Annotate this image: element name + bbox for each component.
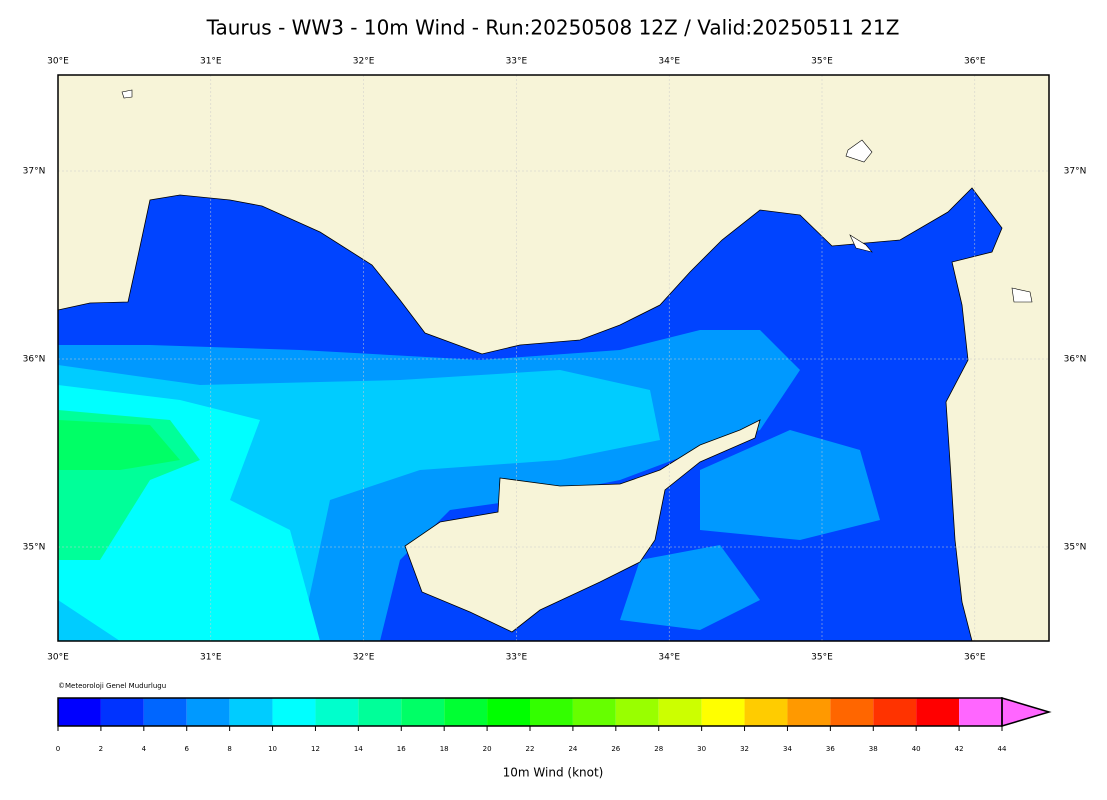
colorbar-tick-label: 30 [697, 745, 706, 753]
colorbar-tick-label: 2 [99, 745, 103, 753]
map-title: Taurus - WW3 - 10m Wind - Run:20250508 1… [206, 16, 900, 40]
colorbar-tick-label: 40 [912, 745, 921, 753]
colorbar-segment [229, 698, 273, 726]
colorbar-tick-label: 8 [227, 745, 231, 753]
lon-label: 33°E [506, 653, 528, 663]
colorbar-segment [143, 698, 187, 726]
colorbar-segment [315, 698, 359, 726]
lon-label: 33°E [506, 57, 528, 67]
lon-label: 30°E [47, 57, 69, 67]
colorbar-tick-label: 26 [611, 745, 620, 753]
colorbar-segment [358, 698, 402, 726]
colorbar-tick-label: 4 [142, 745, 147, 753]
copyright: ©Meteoroloji Genel Mudurlugu [58, 682, 166, 690]
lon-label: 34°E [658, 57, 680, 67]
colorbar-segment [401, 698, 445, 726]
colorbar: 0 2 4 6 8 10 12 14 16 18 20 22 24 26 28 30 32 34 36 38 40 42 4… [56, 696, 1052, 753]
colorbar-tick-label: 32 [740, 745, 749, 753]
colorbar-extend [1001, 696, 1052, 728]
colorbar-tick-label: 12 [311, 745, 320, 753]
colorbar-segment [487, 698, 530, 726]
colorbar-label: 10m Wind (knot) [503, 766, 604, 780]
lon-label: 32°E [353, 57, 375, 67]
colorbar-segment [959, 698, 1002, 726]
colorbar-tick-label: 16 [397, 745, 406, 753]
lat-label: 35°N [23, 543, 46, 553]
colorbar-segment [58, 698, 101, 726]
sea-zone [700, 430, 880, 540]
lon-label: 36°E [964, 57, 986, 67]
colorbar-tick-label: 22 [526, 745, 535, 753]
colorbar-segment [830, 698, 874, 726]
colorbar-tick-label: 6 [184, 745, 189, 753]
colorbar-tick-label: 28 [654, 745, 663, 753]
lat-label: 36°N [23, 355, 46, 365]
lon-label: 30°E [47, 653, 69, 663]
colorbar-tick-label: 24 [568, 745, 577, 753]
colorbar-tick-label: 14 [354, 745, 363, 753]
colorbar-tick-label: 36 [826, 745, 835, 753]
colorbar-segment [272, 698, 316, 726]
colorbar-segment [572, 698, 616, 726]
lat-label: 37°N [1064, 167, 1087, 177]
lat-label: 35°N [1064, 543, 1087, 553]
lon-label: 32°E [353, 653, 375, 663]
colorbar-segment [744, 698, 788, 726]
colorbar-tick-label: 42 [955, 745, 964, 753]
lon-label: 34°E [658, 653, 680, 663]
colorbar-tick-label: 44 [998, 745, 1007, 753]
island-small [121, 89, 1033, 303]
colorbar-tick-label: 10 [268, 745, 277, 753]
colorbar-segment [530, 698, 573, 726]
lat-label: 36°N [1064, 355, 1087, 365]
colorbar-segment [615, 698, 659, 726]
colorbar-tick-label: 0 [56, 745, 60, 753]
colorbar-segment [873, 698, 917, 726]
lon-label: 36°E [964, 653, 986, 663]
sea-zone [58, 420, 180, 470]
lon-label: 35°E [811, 653, 833, 663]
colorbar-segment [186, 698, 230, 726]
colorbar-segment [658, 698, 702, 726]
sea-zone [620, 545, 760, 630]
colorbar-segment [100, 698, 144, 726]
island [404, 419, 761, 633]
map [57, 74, 1050, 642]
colorbar-tick-label: 20 [483, 745, 492, 753]
lon-label: 35°E [811, 57, 833, 67]
lat-label: 37°N [23, 167, 46, 177]
colorbar-segment [701, 698, 745, 726]
colorbar-tick-label: 38 [869, 745, 878, 753]
map-frame [57, 74, 1050, 642]
lon-label: 31°E [200, 653, 222, 663]
colorbar-segment [444, 698, 488, 726]
colorbar-tick-label: 18 [440, 745, 449, 753]
colorbar-segment [916, 698, 960, 726]
colorbar-tick-label: 34 [783, 745, 792, 753]
graticule [57, 75, 1049, 641]
colorbar-segment [787, 698, 831, 726]
lon-label: 31°E [200, 57, 222, 67]
